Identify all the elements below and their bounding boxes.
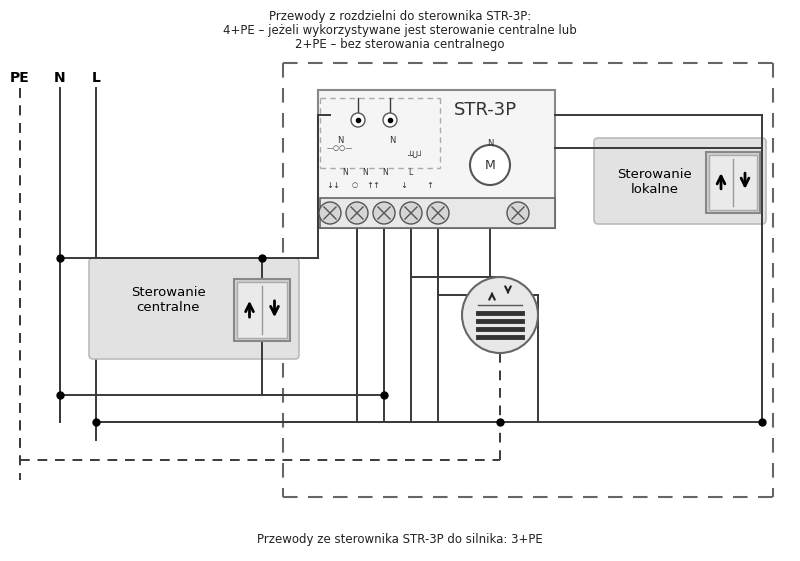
Bar [320,198,555,228]
FancyBboxPatch shape [318,90,555,228]
Text: N: N [362,168,368,177]
FancyBboxPatch shape [89,258,299,359]
Text: M: M [485,159,495,172]
Text: N: N [389,136,395,145]
Circle shape [319,202,341,224]
Text: N: N [54,71,66,85]
Text: N: N [382,168,388,177]
Text: L: L [408,168,412,177]
Text: —○○—: —○○— [327,145,353,151]
FancyBboxPatch shape [594,138,766,224]
Text: 2+PE – bez sterowania centralnego: 2+PE – bez sterowania centralnego [295,38,505,51]
Text: STR-3P: STR-3P [454,101,517,119]
Text: Przewody z rozdzielni do sterownika STR-3P:: Przewody z rozdzielni do sterownika STR-… [269,10,531,23]
Circle shape [373,202,395,224]
Text: ○: ○ [352,182,358,188]
Text: ↓↓: ↓↓ [326,181,340,190]
Circle shape [346,202,368,224]
FancyBboxPatch shape [234,279,290,341]
Circle shape [400,202,422,224]
Text: N: N [487,139,493,148]
Text: ↑↑: ↑↑ [366,181,380,190]
FancyBboxPatch shape [709,154,757,209]
Circle shape [470,145,510,185]
Text: Sterowanie
lokalne: Sterowanie lokalne [618,168,692,196]
Circle shape [462,277,538,353]
Text: ↓: ↓ [401,181,407,190]
FancyBboxPatch shape [706,151,760,213]
Text: N: N [342,168,348,177]
Text: PE: PE [10,71,30,85]
Text: 4+PE – jeżeli wykorzystywane jest sterowanie centralne lub: 4+PE – jeżeli wykorzystywane jest sterow… [223,24,577,37]
Text: ↑: ↑ [426,181,434,190]
Text: Sterowanie
centralne: Sterowanie centralne [130,286,206,314]
Circle shape [351,113,365,127]
Circle shape [427,202,449,224]
Circle shape [383,113,397,127]
FancyBboxPatch shape [237,282,287,338]
Text: Przewody ze sterownika STR-3P do silnika: 3+PE: Przewody ze sterownika STR-3P do silnika… [257,534,543,546]
Text: ┴U┘: ┴U┘ [407,150,423,159]
Text: N: N [337,136,343,145]
Circle shape [507,202,529,224]
Text: L: L [91,71,101,85]
